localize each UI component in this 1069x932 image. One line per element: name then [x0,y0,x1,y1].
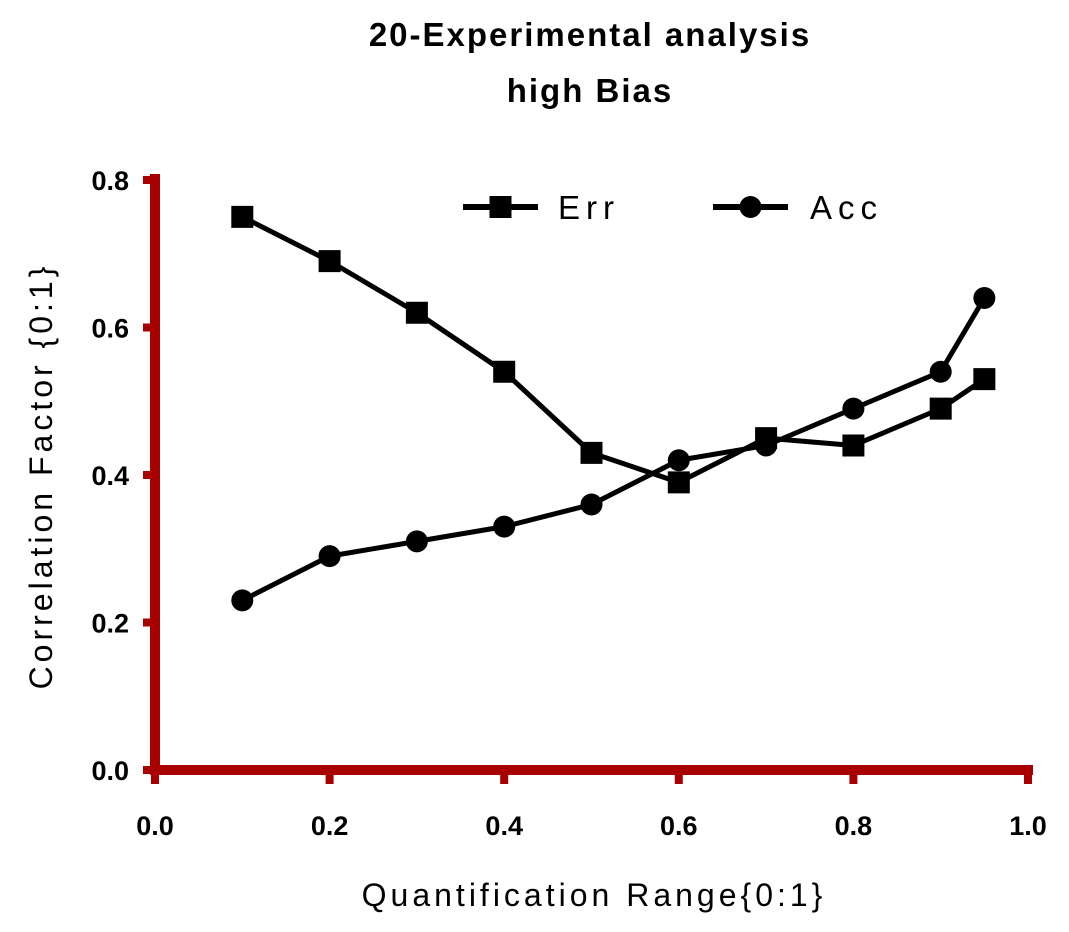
data-point-err [493,360,516,383]
data-point-acc [231,589,254,612]
data-point-err [973,368,996,391]
x-tick-label: 0.8 [835,811,873,841]
y-tick-label: 0.4 [91,461,129,491]
x-tick-label: 0.2 [311,811,349,841]
data-point-acc [493,515,516,538]
series-line-err [241,214,986,485]
data-point-acc [318,545,341,568]
x-tick-label: 0.0 [136,811,174,841]
chart-title-line-2: high Bias [507,72,674,109]
data-point-err [667,471,690,494]
axes [150,174,1033,775]
y-axis-label: Correlation Factor {0:1} [23,263,59,690]
legend: Err Acc [463,189,883,226]
y-tick-label: 0.0 [91,756,129,786]
ticks: 0.0 0.2 0.4 0.6 0.8 0.0 0.2 0.4 0.6 0.8 1.0 [91,166,1046,841]
data-point-err [842,434,865,457]
x-tick-label: 0.6 [660,811,698,841]
data-point-acc [842,397,865,420]
y-tick-label: 0.2 [91,609,129,639]
legend-label-err: Err [558,189,620,226]
x-tick-label: 0.4 [485,811,523,841]
y-tick-label: 0.6 [91,314,129,344]
chart-title-line-1: 20-Experimental analysis [369,16,811,53]
series-line-acc [241,296,987,603]
data-point-acc [973,287,996,309]
data-point-err [231,205,254,228]
data-point-acc [755,434,778,457]
legend-marker-acc [739,196,762,218]
data-point-err [929,397,952,420]
data-point-err [580,441,603,464]
legend-marker-err [489,196,512,218]
data-point-acc [667,449,690,472]
data-point-err [405,301,428,324]
data-point-acc [929,360,952,383]
x-tick-label: 1.0 [1009,811,1047,841]
legend-label-acc: Acc [810,189,883,226]
data-point-acc [580,493,603,516]
data-point-err [318,250,341,273]
y-tick-label: 0.8 [91,166,129,196]
data-point-acc [405,530,428,553]
series-layer [231,205,996,612]
x-axis-label: Quantification Range{0:1} [362,877,827,913]
